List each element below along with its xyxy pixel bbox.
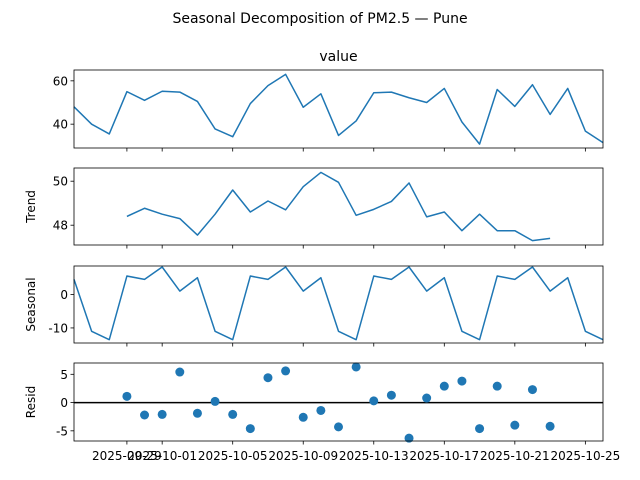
resid-point xyxy=(228,409,238,419)
y-tick: 5 xyxy=(60,368,74,382)
resid-point xyxy=(545,421,555,431)
series-line-1 xyxy=(73,73,604,145)
x-tick-label: 2025-10-05 xyxy=(198,449,268,463)
series-line-3 xyxy=(73,266,604,341)
resid-point xyxy=(457,376,467,386)
x-tick-label: 2025-09-29 xyxy=(92,449,162,463)
resid-point xyxy=(404,433,414,443)
x-tick: 2025-10-01 xyxy=(127,441,197,463)
axes-frame xyxy=(73,265,604,344)
y-tick-label: 5 xyxy=(60,368,68,382)
x-tick: 2025-10-21 xyxy=(480,441,550,463)
resid-point xyxy=(210,396,220,406)
axes-frame xyxy=(73,167,604,246)
x-tick-label: 2025-10-01 xyxy=(127,449,197,463)
axes-frame xyxy=(73,362,604,442)
resid-point xyxy=(298,412,308,422)
x-tick: 2025-10-13 xyxy=(339,441,409,463)
y-tick-label: 0 xyxy=(60,288,68,302)
y-tick: 0 xyxy=(60,396,74,410)
y-tick-label: -5 xyxy=(56,424,68,438)
resid-point xyxy=(527,385,537,395)
x-tick-label: 2025-10-09 xyxy=(268,449,338,463)
x-tick: 2025-10-25 xyxy=(550,441,620,463)
resid-point xyxy=(316,405,326,415)
resid-point xyxy=(157,409,167,419)
x-tick-label: 2025-10-17 xyxy=(409,449,479,463)
x-tick-label: 2025-10-13 xyxy=(339,449,409,463)
x-tick: 2025-09-29 xyxy=(92,441,162,463)
resid-point xyxy=(386,390,396,400)
x-tick: 2025-10-09 xyxy=(268,441,338,463)
y-tick: 0 xyxy=(60,288,74,302)
resid-point xyxy=(263,373,273,383)
panel-title: value xyxy=(319,49,357,65)
y-tick-label: 40 xyxy=(53,118,68,132)
series-line-2 xyxy=(126,171,551,242)
resid-point xyxy=(492,381,502,391)
resid-point xyxy=(475,424,485,434)
resid-point xyxy=(334,422,343,432)
x-tick-label: 2025-10-25 xyxy=(550,449,620,463)
resid-point xyxy=(122,391,132,401)
resid-point xyxy=(422,393,432,403)
resid-point xyxy=(439,381,449,391)
x-tick-label: 2025-10-21 xyxy=(480,449,550,463)
resid-point xyxy=(369,396,379,406)
panel-1: 40 60 value xyxy=(53,49,604,152)
resid-point xyxy=(175,367,185,377)
y-tick: 40 xyxy=(53,118,74,132)
panels-group: 40 60 value 48 50 Trend -10 0 Seasonal -5 0 5 2025-0… xyxy=(24,49,620,463)
y-tick-label: 0 xyxy=(60,396,68,410)
resid-point xyxy=(351,362,361,372)
resid-point xyxy=(192,408,202,418)
resid-point xyxy=(510,420,520,430)
y-tick: 60 xyxy=(53,74,74,88)
y-axis-label: Seasonal xyxy=(24,277,38,331)
resid-point xyxy=(245,424,255,434)
y-tick-label: 60 xyxy=(53,74,68,88)
y-axis-label: Trend xyxy=(24,190,38,224)
x-tick: 2025-10-17 xyxy=(409,441,479,463)
y-tick: 50 xyxy=(53,175,74,189)
y-tick-label: 50 xyxy=(53,175,68,189)
y-tick: -5 xyxy=(56,424,74,438)
y-tick: -10 xyxy=(48,321,74,335)
y-axis-label: Resid xyxy=(24,386,38,418)
x-tick: 2025-10-05 xyxy=(198,441,268,463)
resid-point xyxy=(281,366,291,376)
figure-title: Seasonal Decomposition of PM2.5 — Pune xyxy=(172,11,467,27)
y-tick-label: -10 xyxy=(48,321,68,335)
y-tick: 48 xyxy=(53,219,74,233)
resid-point xyxy=(140,410,150,420)
axes-frame xyxy=(73,69,604,149)
panel-2: 48 50 Trend xyxy=(24,167,604,249)
y-tick-label: 48 xyxy=(53,219,68,233)
panel-3: -10 0 Seasonal xyxy=(24,265,604,347)
